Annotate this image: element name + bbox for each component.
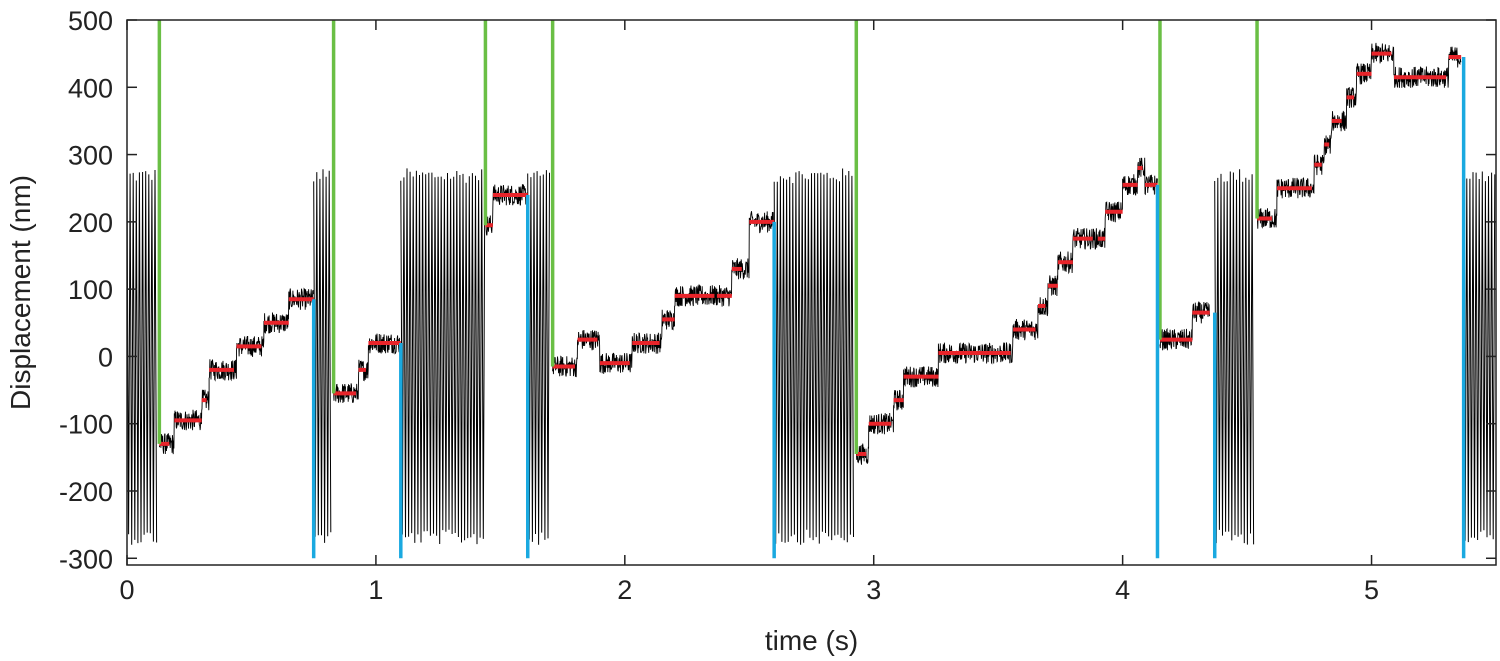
- y-tick-label: -100: [59, 410, 113, 440]
- x-axis: 0 1 2 3 4 5: [119, 20, 1379, 605]
- y-tick-label: 200: [68, 208, 113, 238]
- oscillation-trace-2: [400, 168, 486, 545]
- x-tick-label: 0: [119, 575, 134, 605]
- displacement-trace-7: [1256, 42, 1462, 229]
- x-tick-label: 3: [866, 575, 881, 605]
- oscillation-trace-5: [1214, 169, 1255, 545]
- y-axis-label: Displacement (nm): [5, 175, 36, 410]
- oscillation-trace-0: [127, 169, 158, 545]
- y-tick-label: 0: [98, 342, 113, 372]
- oscillation-trace-4: [773, 168, 854, 545]
- y-tick-label: 300: [68, 141, 113, 171]
- oscillation-trace-1: [313, 169, 332, 543]
- displacement-trace-5: [855, 157, 1158, 465]
- event-marker-layer: [157, 20, 1466, 559]
- step-fit-layer: [159, 51, 1462, 456]
- oscillation-trace-3: [527, 170, 550, 545]
- displacement-trace-4: [552, 211, 775, 378]
- displacement-trace-6: [1159, 300, 1210, 351]
- oscillation-trace-6: [1463, 171, 1496, 543]
- y-tick-label: -200: [59, 477, 113, 507]
- y-axis: -300 -200 -100 0 100 200 300 400 500: [59, 6, 1496, 574]
- y-tick-label: 400: [68, 73, 113, 103]
- plot-frame: [126, 19, 1497, 566]
- x-tick-label: 2: [617, 575, 632, 605]
- x-axis-label: time (s): [765, 625, 858, 656]
- x-tick-label: 4: [1115, 575, 1130, 605]
- y-tick-label: 500: [68, 6, 113, 36]
- displacement-trace-3: [484, 184, 529, 236]
- y-tick-label: 100: [68, 275, 113, 305]
- x-tick-label: 1: [368, 575, 383, 605]
- x-tick-label: 5: [1364, 575, 1379, 605]
- y-tick-label: -300: [59, 544, 113, 574]
- displacement-trace-1: [158, 287, 314, 455]
